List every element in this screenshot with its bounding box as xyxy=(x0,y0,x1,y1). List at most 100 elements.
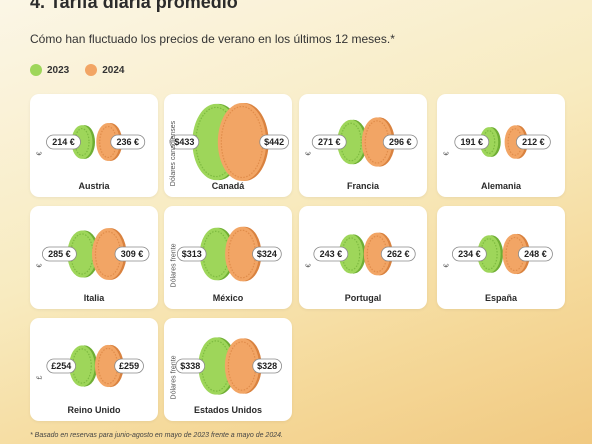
value-label-2023-group: $313 xyxy=(176,246,207,262)
unit-label: Dólares canadienses xyxy=(170,120,178,186)
card-austria: 214 € 236 € € Austria xyxy=(30,94,158,197)
unit-label: € xyxy=(305,151,313,155)
country-label: España xyxy=(484,293,517,303)
value-label-2024: $442 xyxy=(264,137,284,147)
legend-item-2024: 2024 xyxy=(85,64,125,76)
page-subtitle: Cómo han fluctuado los precios de verano… xyxy=(30,32,395,46)
coin-2024 xyxy=(91,228,127,280)
coins-chart: 285 € 309 € xyxy=(42,228,150,280)
coin-2023 xyxy=(337,119,368,165)
coins-chart: 191 € 212 € xyxy=(454,125,551,159)
value-label-2024: 236 € xyxy=(116,137,139,147)
value-label-2023: £254 xyxy=(51,361,71,371)
country-label: Austria xyxy=(78,181,110,191)
card-estados-unidos: $338 $328 Dólares frente Estados Unidos xyxy=(164,318,292,421)
card-reino-unido: £254 £259 £ Reino Unido xyxy=(30,318,158,421)
legend-swatch-2023 xyxy=(30,64,42,76)
coin-2024 xyxy=(224,338,262,394)
value-label-2023-group: £254 xyxy=(46,358,77,374)
value-label-2023: $338 xyxy=(180,361,200,371)
value-label-2023: $313 xyxy=(182,249,202,259)
legend-swatch-2024 xyxy=(85,64,98,76)
legend-label-2024: 2024 xyxy=(102,64,125,76)
coins-chart: 271 € 296 € xyxy=(311,117,418,167)
coins-chart: $433 $442 xyxy=(169,103,289,181)
coin-2023 xyxy=(69,345,98,387)
value-label-2024-group: $442 xyxy=(259,134,289,150)
value-label-2023: $433 xyxy=(174,137,194,147)
country-label: Estados Unidos xyxy=(193,405,262,415)
legend-label-2023: 2023 xyxy=(47,64,70,76)
value-label-2023: 285 € xyxy=(48,249,71,259)
country-label: Reino Unido xyxy=(67,405,121,415)
coin-2024 xyxy=(363,232,393,276)
value-label-2024-group: 236 € xyxy=(110,134,146,150)
card-italia: 285 € 309 € € Italia xyxy=(30,206,158,309)
unit-label: Dólares frente xyxy=(170,355,178,399)
coin-2024 xyxy=(217,103,269,181)
value-label-2023-group: 191 € xyxy=(454,134,490,150)
value-label-2023: 271 € xyxy=(318,137,341,147)
page-title: 4. Tarifa diaria promedio xyxy=(30,0,238,12)
value-label-2024-group: 212 € xyxy=(515,134,551,150)
value-label-2023: 243 € xyxy=(320,249,343,259)
value-label-2023-group: $338 xyxy=(175,358,206,374)
value-label-2023-group: 214 € xyxy=(46,134,81,150)
value-label-2023-group: $433 xyxy=(169,134,200,150)
value-label-2024: 309 € xyxy=(121,249,144,259)
value-label-2024: 262 € xyxy=(387,249,410,259)
value-label-2023-group: 234 € xyxy=(451,246,487,262)
coins-chart: $338 $328 xyxy=(175,337,282,395)
coins-chart: 214 € 236 € xyxy=(46,123,146,161)
coin-2024 xyxy=(94,344,124,388)
value-label-2024-group: 309 € xyxy=(114,246,150,262)
value-label-2024: $328 xyxy=(257,361,277,371)
country-label: Canadá xyxy=(211,181,245,191)
value-label-2024-group: 296 € xyxy=(382,134,418,150)
coin-2023 xyxy=(67,230,100,278)
value-label-2024-group: $328 xyxy=(252,358,282,374)
coin-2023 xyxy=(338,234,366,274)
coin-2023 xyxy=(71,125,96,159)
unit-label: € xyxy=(443,151,451,155)
coins-chart: £254 £259 xyxy=(46,344,144,388)
unit-label: £ xyxy=(36,375,44,379)
value-label-2023: 234 € xyxy=(458,249,481,259)
value-label-2024: 248 € xyxy=(524,249,547,259)
value-label-2023: 214 € xyxy=(52,137,75,147)
unit-label: € xyxy=(36,151,44,155)
value-label-2023-group: 243 € xyxy=(313,246,349,262)
value-label-2024-group: 248 € xyxy=(518,246,553,262)
country-label: Francia xyxy=(346,181,379,191)
coin-2023 xyxy=(477,235,504,273)
coins-chart: 243 € 262 € xyxy=(313,232,416,276)
country-label: Alemania xyxy=(480,181,522,191)
unit-label: € xyxy=(305,263,313,267)
country-label: Italia xyxy=(83,293,105,303)
value-label-2024: 296 € xyxy=(389,137,412,147)
value-label-2024: £259 xyxy=(119,361,139,371)
card-francia: 271 € 296 € € Francia xyxy=(299,94,427,197)
unit-label: € xyxy=(443,263,451,267)
card-espana: 234 € 248 € € España xyxy=(437,206,565,309)
value-label-2024: 212 € xyxy=(522,137,545,147)
country-label: Portugal xyxy=(344,293,382,303)
value-label-2023-group: 285 € xyxy=(42,246,77,262)
card-mexico: $313 $324 Dólares frente México xyxy=(164,206,292,309)
country-label: México xyxy=(212,293,244,303)
value-label-2024-group: $324 xyxy=(252,246,282,262)
coins-chart: 234 € 248 € xyxy=(451,233,553,275)
footnote: * Basado en reservas para junio-agosto e… xyxy=(30,432,283,439)
value-label-2024-group: £259 xyxy=(114,358,144,374)
value-label-2024: $324 xyxy=(257,249,277,259)
value-label-2023-group: 271 € xyxy=(311,134,347,150)
value-label-2024-group: 262 € xyxy=(380,246,416,262)
card-alemania: 191 € 212 € € Alemania xyxy=(437,94,565,197)
coin-2023 xyxy=(199,227,235,281)
card-portugal: 243 € 262 € € Portugal xyxy=(299,206,427,309)
legend-item-2023: 2023 xyxy=(30,64,69,76)
card-canada: $433 $442 Dólares canadienses Canadá xyxy=(164,94,292,197)
value-label-2023: 191 € xyxy=(461,137,484,147)
unit-label: Dólares frente xyxy=(170,243,178,287)
